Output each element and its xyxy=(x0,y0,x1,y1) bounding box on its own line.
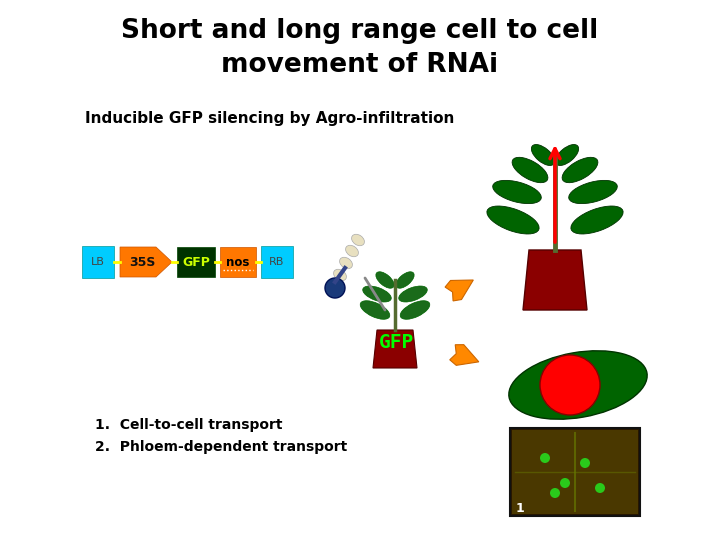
FancyBboxPatch shape xyxy=(261,246,293,278)
Polygon shape xyxy=(373,330,417,368)
Circle shape xyxy=(325,278,345,298)
Ellipse shape xyxy=(400,301,430,319)
Text: LB: LB xyxy=(91,257,105,267)
Text: RB: RB xyxy=(269,257,284,267)
Circle shape xyxy=(580,458,590,468)
Polygon shape xyxy=(523,250,587,310)
Ellipse shape xyxy=(399,286,427,302)
Ellipse shape xyxy=(571,206,623,234)
FancyArrow shape xyxy=(120,247,172,277)
Ellipse shape xyxy=(531,145,554,165)
FancyBboxPatch shape xyxy=(177,247,215,277)
Ellipse shape xyxy=(346,245,359,256)
Ellipse shape xyxy=(492,180,541,204)
Ellipse shape xyxy=(363,286,391,302)
Text: GFP: GFP xyxy=(182,255,210,268)
Ellipse shape xyxy=(509,351,647,419)
Text: GFP: GFP xyxy=(379,333,415,352)
Ellipse shape xyxy=(555,145,579,165)
FancyBboxPatch shape xyxy=(220,247,256,277)
Ellipse shape xyxy=(340,257,352,269)
Ellipse shape xyxy=(569,180,617,204)
FancyBboxPatch shape xyxy=(82,246,114,278)
FancyBboxPatch shape xyxy=(512,430,638,514)
Text: 1.  Cell-to-cell transport: 1. Cell-to-cell transport xyxy=(95,418,282,432)
Text: 35S: 35S xyxy=(129,255,156,268)
Circle shape xyxy=(560,478,570,488)
Polygon shape xyxy=(445,280,473,301)
Text: 2.  Phloem-dependent transport: 2. Phloem-dependent transport xyxy=(95,440,347,454)
Circle shape xyxy=(550,488,560,498)
Ellipse shape xyxy=(487,206,539,234)
Ellipse shape xyxy=(360,301,390,319)
Text: 1: 1 xyxy=(516,502,524,515)
Text: Short and long range cell to cell
movement of RNAi: Short and long range cell to cell moveme… xyxy=(122,18,598,78)
Ellipse shape xyxy=(376,272,394,288)
Circle shape xyxy=(540,453,550,463)
Text: Inducible GFP silencing by Agro-infiltration: Inducible GFP silencing by Agro-infiltra… xyxy=(85,111,454,125)
Polygon shape xyxy=(450,345,479,366)
Ellipse shape xyxy=(512,157,548,183)
Ellipse shape xyxy=(396,272,414,288)
Text: nos: nos xyxy=(226,255,250,268)
Ellipse shape xyxy=(351,234,364,246)
Circle shape xyxy=(595,483,605,493)
Ellipse shape xyxy=(333,269,346,281)
Ellipse shape xyxy=(562,157,598,183)
FancyBboxPatch shape xyxy=(510,428,640,516)
Circle shape xyxy=(540,355,600,415)
